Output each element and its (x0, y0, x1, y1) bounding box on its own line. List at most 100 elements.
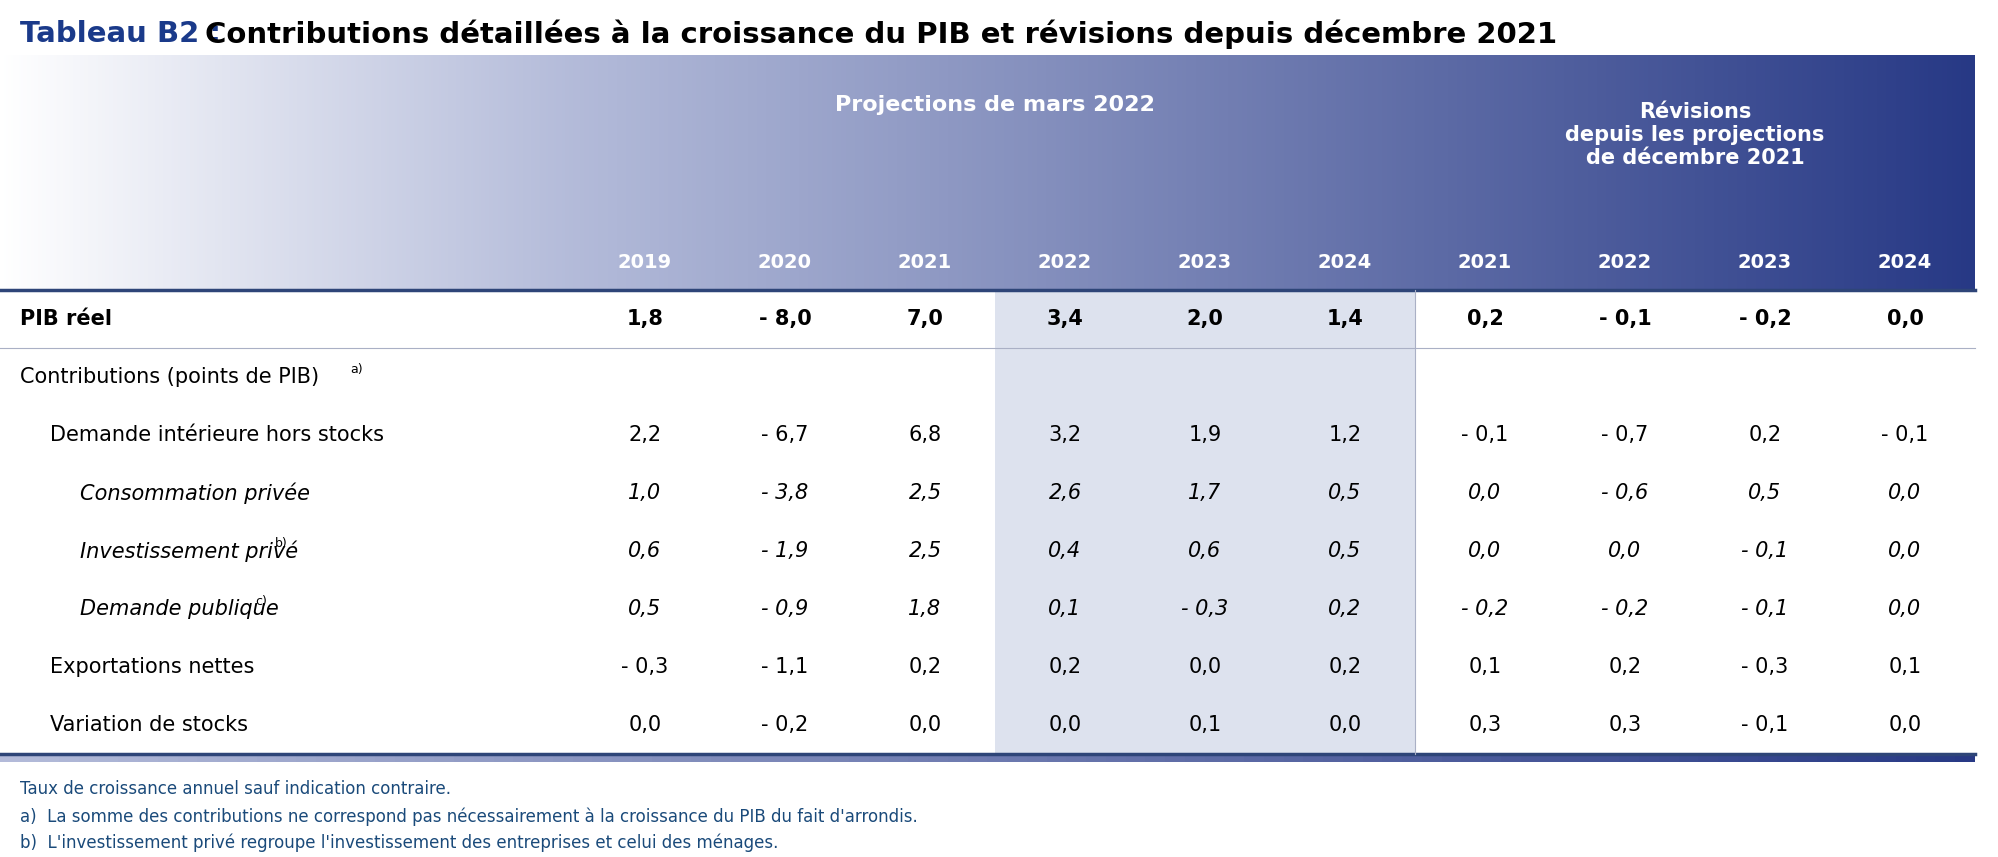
Bar (919, 55, 925, 290)
Text: Contributions détaillées à la croissance du PIB et révisions depuis décembre 202: Contributions détaillées à la croissance… (206, 19, 1556, 49)
Bar (709, 55, 715, 290)
Text: 0,0: 0,0 (1469, 541, 1500, 561)
Bar (957, 55, 961, 290)
Bar (1163, 55, 1167, 290)
Bar (1341, 55, 1345, 290)
Text: - 6,7: - 6,7 (761, 425, 809, 445)
Bar (356, 754, 376, 762)
Bar (975, 55, 981, 290)
Bar (723, 55, 729, 290)
Bar (1760, 55, 1764, 290)
Bar (883, 55, 887, 290)
Text: 2,5: 2,5 (907, 483, 941, 503)
Bar (701, 55, 705, 290)
Bar (1886, 55, 1890, 290)
Bar (1662, 55, 1666, 290)
Text: 3,4: 3,4 (1047, 309, 1083, 329)
Bar (1768, 55, 1774, 290)
Bar (1007, 754, 1027, 762)
Bar (1592, 55, 1596, 290)
Bar (1872, 55, 1876, 290)
Bar (1670, 55, 1676, 290)
Bar (40, 754, 60, 762)
Bar (789, 754, 809, 762)
Bar (296, 754, 316, 762)
Text: 2021: 2021 (1457, 253, 1510, 272)
Bar (1017, 55, 1023, 290)
Text: - 0,6: - 0,6 (1600, 483, 1648, 503)
Bar (961, 55, 967, 290)
Bar (1143, 55, 1149, 290)
Bar (1946, 55, 1950, 290)
Bar (1261, 55, 1265, 290)
Bar (863, 55, 869, 290)
Text: 1,9: 1,9 (1187, 425, 1221, 445)
Bar (1321, 55, 1325, 290)
Bar (1323, 754, 1343, 762)
Text: 0,5: 0,5 (627, 599, 661, 619)
Bar (645, 55, 649, 290)
Bar (1578, 754, 1598, 762)
Bar (1890, 55, 1894, 290)
Bar (1345, 55, 1349, 290)
Bar (178, 754, 198, 762)
Text: Exportations nettes: Exportations nettes (50, 657, 254, 677)
Bar (1628, 55, 1634, 290)
Text: 0,5: 0,5 (1748, 483, 1780, 503)
Bar (1205, 55, 1209, 290)
Bar (1317, 55, 1321, 290)
Text: 6,8: 6,8 (907, 425, 941, 445)
Bar (1530, 55, 1536, 290)
Bar (985, 55, 989, 290)
Text: 2,2: 2,2 (627, 425, 661, 445)
Bar (769, 754, 789, 762)
Text: - 0,1: - 0,1 (1598, 309, 1650, 329)
Bar (751, 55, 757, 290)
Bar (1391, 55, 1397, 290)
Bar (1726, 55, 1732, 290)
Text: Tableau B2 :: Tableau B2 : (20, 20, 232, 48)
Bar (1900, 55, 1904, 290)
Bar (1638, 55, 1642, 290)
Bar (1209, 55, 1213, 290)
Bar (1199, 55, 1205, 290)
Bar (1596, 55, 1600, 290)
Bar (1263, 754, 1283, 762)
Bar (1387, 55, 1391, 290)
Text: 2024: 2024 (1317, 253, 1371, 272)
Bar (651, 754, 671, 762)
Bar (1880, 55, 1886, 290)
Bar (1031, 55, 1037, 290)
Text: 2,0: 2,0 (1187, 309, 1223, 329)
Bar (695, 55, 701, 290)
Text: 0,6: 0,6 (627, 541, 661, 561)
Text: 0,0: 0,0 (1888, 715, 1920, 735)
Bar (396, 754, 414, 762)
Bar (947, 55, 953, 290)
Bar (1544, 55, 1550, 290)
Bar (621, 55, 625, 290)
Bar (513, 754, 533, 762)
Bar (1520, 754, 1540, 762)
Bar (1265, 55, 1269, 290)
Text: 0,2: 0,2 (1329, 657, 1361, 677)
Bar (631, 754, 651, 762)
Text: 0,0: 0,0 (1888, 599, 1920, 619)
Bar (995, 55, 999, 290)
Bar (1489, 55, 1495, 290)
Text: Consommation privée: Consommation privée (80, 482, 310, 504)
Bar (901, 55, 905, 290)
Text: - 0,2: - 0,2 (761, 715, 809, 735)
Bar (1475, 55, 1481, 290)
Text: 0,5: 0,5 (1329, 483, 1361, 503)
Bar (1279, 55, 1283, 290)
Bar (256, 754, 276, 762)
Bar (687, 55, 691, 290)
Bar (681, 55, 687, 290)
Bar (1045, 55, 1051, 290)
Bar (1852, 55, 1858, 290)
Bar (1560, 754, 1578, 762)
Bar (1135, 290, 1275, 754)
Bar (1918, 55, 1922, 290)
Bar (276, 754, 296, 762)
